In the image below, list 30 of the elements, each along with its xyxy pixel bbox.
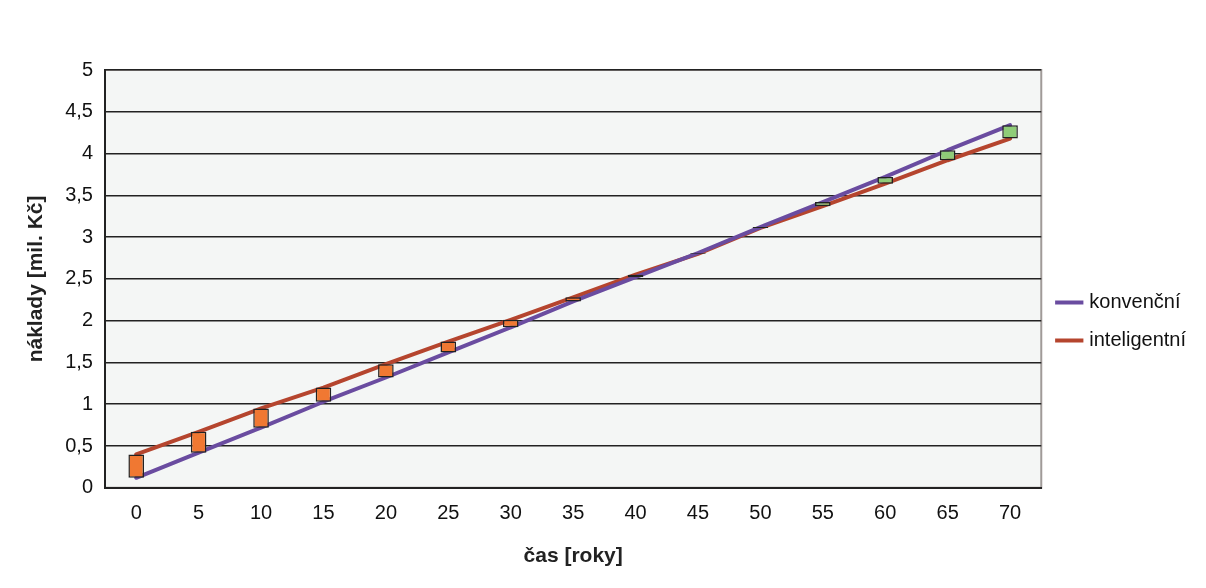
x-tick-label: 65 [936,501,959,524]
x-tick-label: 60 [874,501,897,524]
x-tick-label: 30 [499,501,522,524]
x-tick-label: 35 [562,501,585,524]
y-tick-label: 3,5 [65,182,93,205]
x-tick-label: 15 [312,501,335,524]
y-tick-label: 1,5 [65,349,93,372]
x-tick-label: 20 [374,501,398,524]
y-tick-label: 3 [81,224,93,247]
y-tick-label: 4 [81,141,93,164]
x-tick-label: 5 [193,501,205,524]
x-tick-label: 55 [811,501,834,524]
y-tick-label: 0 [81,475,93,498]
y-tick-label: 2,5 [65,266,93,289]
x-tick-label: 70 [998,501,1022,524]
y-tick-label: 5 [81,57,93,80]
y-tick-label: 1 [81,391,93,414]
x-tick-label: 40 [624,501,647,524]
y-tick-label: 2 [81,308,93,331]
x-tick-label: 50 [749,501,772,524]
x-tick-label: 45 [686,501,710,524]
y-tick-label: 0,5 [65,433,93,456]
x-tick-label: 10 [249,501,273,524]
y-tick-label: 4,5 [65,99,93,122]
legend-label: konvenční [1089,290,1181,313]
y-axis-title: náklady [mil. Kč] [23,195,47,363]
x-axis-title: čas [roky] [523,543,623,567]
legend-label: inteligentní [1089,328,1187,351]
x-tick-label: 25 [437,501,460,524]
x-tick-label: 0 [130,501,142,524]
